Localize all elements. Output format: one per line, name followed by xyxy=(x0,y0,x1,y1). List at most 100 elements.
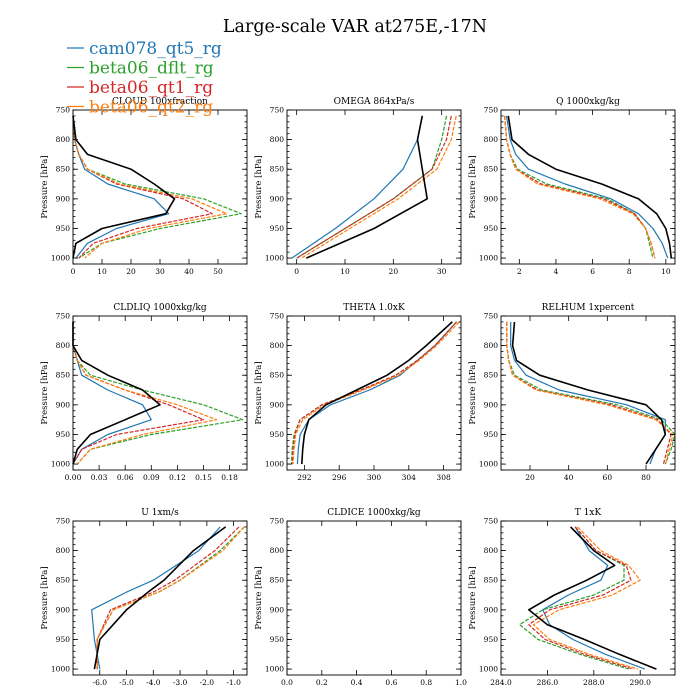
y-tick-label: 1000 xyxy=(265,254,284,263)
x-tick-label: 10 xyxy=(661,267,671,276)
series-line-beta06_dflt_rg xyxy=(290,321,458,465)
y-tick-label: 1000 xyxy=(265,460,284,469)
panel-4: 750 800 850 900 950 1000 0.00 0.03 0.06 0.09 0.12 0… xyxy=(40,303,248,482)
y-axis-label: Pressure [hPa] xyxy=(40,155,50,218)
panel-8: 750 800 850 900 950 1000 0.0 0.2 0.4 0.6 0.8 1.0 Pre… xyxy=(254,508,467,687)
legend-entry: beta06_qt2_rg xyxy=(89,98,213,118)
x-tick-label: -5.0 xyxy=(119,678,134,687)
series-line-beta06_qt1_rg xyxy=(506,321,672,465)
y-tick-label: 800 xyxy=(270,341,285,350)
y-tick-label: 950 xyxy=(270,635,285,644)
series-line-beta06_qt2_rg xyxy=(506,321,674,465)
panel-title: CLDLIQ 1000xkg/kg xyxy=(113,303,207,313)
series-line-beta06_qt2_rg xyxy=(72,115,228,259)
panel-title: CLOUD 100xfraction xyxy=(112,97,208,107)
plot-frame xyxy=(500,315,676,471)
x-tick-label: 10 xyxy=(97,267,107,276)
x-tick-label: 40 xyxy=(184,267,194,276)
series-line-beta06_dflt_rg xyxy=(96,526,245,670)
x-tick-label: -6.0 xyxy=(93,678,108,687)
x-tick-label: 30 xyxy=(437,267,447,276)
y-axis-label: Pressure [hPa] xyxy=(468,361,478,424)
x-tick-label: 30 xyxy=(155,267,165,276)
y-tick-label: 1000 xyxy=(51,460,70,469)
y-tick-label: 800 xyxy=(484,546,499,555)
legend-entry: beta06_dflt_rg xyxy=(89,59,214,79)
y-tick-label: 750 xyxy=(56,517,71,526)
y-tick-label: 950 xyxy=(270,430,285,439)
y-tick-label: 850 xyxy=(270,371,285,380)
x-tick-label: 50 xyxy=(213,267,223,276)
x-tick-label: 8 xyxy=(627,267,632,276)
series-line-cam078_qt5_rg xyxy=(72,321,152,465)
y-tick-label: 750 xyxy=(56,312,71,321)
x-tick-label: 0.09 xyxy=(143,473,160,482)
x-tick-label: 0.03 xyxy=(91,473,108,482)
x-tick-label: 0.18 xyxy=(221,473,238,482)
panel-title: RELHUM 1xpercent xyxy=(542,303,635,313)
x-tick-label: 308 xyxy=(436,473,451,482)
y-tick-label: 850 xyxy=(270,576,285,585)
legend-entry: cam078_qt5_rg xyxy=(89,39,222,59)
y-tick-label: 850 xyxy=(270,165,285,174)
x-tick-label: -3.0 xyxy=(173,678,188,687)
x-tick-label: 4 xyxy=(554,267,559,276)
x-tick-label: 300 xyxy=(367,473,382,482)
series-line-beta06_qt2_rg xyxy=(96,526,245,670)
x-tick-label: 0.0 xyxy=(281,678,293,687)
y-tick-label: 750 xyxy=(484,517,499,526)
y-axis-label: Pressure [hPa] xyxy=(40,566,50,629)
y-tick-label: 950 xyxy=(56,430,71,439)
panel-title: CLDICE 1000xkg/kg xyxy=(327,508,421,518)
series-line-cam078_qt5_rg xyxy=(296,321,458,465)
panel-5: 750 800 850 900 950 1000 292 296 300 304 308 Pressu… xyxy=(254,303,462,482)
y-tick-label: 900 xyxy=(484,400,499,409)
y-tick-label: 750 xyxy=(270,312,285,321)
plot-frame xyxy=(286,315,462,471)
y-tick-label: 800 xyxy=(56,341,71,350)
x-tick-label: 0.06 xyxy=(117,473,134,482)
x-tick-label: 1.0 xyxy=(455,678,467,687)
series-line-profile xyxy=(305,115,428,259)
x-tick-label: 304 xyxy=(402,473,417,482)
figure-title: Large-scale VAR at275E,-17N xyxy=(223,17,487,37)
y-tick-label: 750 xyxy=(484,106,499,115)
series-line-profile xyxy=(72,321,161,465)
y-tick-label: 900 xyxy=(270,194,285,203)
x-tick-label: 0.8 xyxy=(420,678,432,687)
x-tick-label: 292 xyxy=(297,473,312,482)
y-tick-label: 800 xyxy=(270,546,285,555)
y-tick-label: 1000 xyxy=(479,254,498,263)
x-tick-label: 286.0 xyxy=(537,678,559,687)
y-tick-label: 900 xyxy=(484,194,499,203)
panel-title: OMEGA 864xPa/s xyxy=(334,97,415,107)
series-line-cam078_qt5_rg xyxy=(510,321,666,465)
y-axis-label: Pressure [hPa] xyxy=(254,361,264,424)
series-line-cam078_qt5_rg xyxy=(505,115,669,259)
y-tick-label: 950 xyxy=(484,635,499,644)
y-tick-label: 1000 xyxy=(479,665,498,674)
y-tick-label: 1000 xyxy=(265,665,284,674)
y-tick-label: 1000 xyxy=(51,254,70,263)
panel-title: Q 1000xkg/kg xyxy=(556,97,620,107)
panel-9: 750 800 850 900 950 1000 284.0 286.0 288.0 290.0 P… xyxy=(468,508,676,687)
series-line-beta06_qt1_rg xyxy=(528,526,634,670)
series-line-beta06_dflt_rg xyxy=(506,321,676,465)
x-tick-label: -2.0 xyxy=(200,678,215,687)
y-tick-label: 800 xyxy=(56,135,71,144)
y-tick-label: 750 xyxy=(56,106,71,115)
x-tick-label: 10 xyxy=(340,267,350,276)
series-line-beta06_qt1_rg xyxy=(504,115,656,259)
x-tick-label: 0.00 xyxy=(65,473,82,482)
series-line-beta06_qt1_rg xyxy=(96,526,240,670)
series-line-beta06_qt2_rg xyxy=(292,321,460,465)
y-tick-label: 850 xyxy=(56,371,71,380)
y-tick-label: 900 xyxy=(56,400,71,409)
series-line-beta06_dflt_rg xyxy=(504,115,654,259)
y-tick-label: 1000 xyxy=(479,460,498,469)
series-line-beta06_dflt_rg xyxy=(519,526,629,670)
y-tick-label: 850 xyxy=(484,576,499,585)
x-tick-label: 20 xyxy=(525,473,535,482)
